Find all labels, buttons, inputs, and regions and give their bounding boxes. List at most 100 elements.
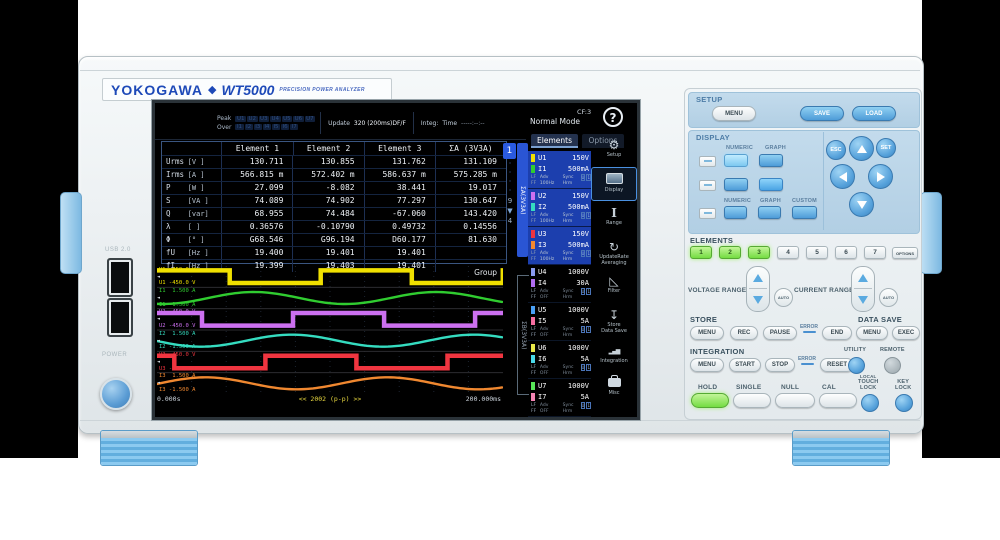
model-name: WT5000	[221, 81, 275, 98]
element-button-5[interactable]: 5	[806, 246, 828, 259]
setup-menu-button[interactable]: MENU	[712, 106, 756, 121]
save-button[interactable]: SAVE	[800, 106, 844, 121]
arrow-left-button[interactable]	[830, 164, 855, 189]
integration-menu-button[interactable]: MENU	[690, 358, 724, 372]
null-button[interactable]	[775, 393, 815, 408]
menu-item-range[interactable]: I Range	[591, 201, 637, 235]
data-save-exec-button[interactable]: EXEC	[892, 326, 920, 340]
display-numeric-button-2[interactable]	[724, 178, 748, 191]
measurement-value: 19.401	[292, 247, 363, 259]
channel-name: U4	[538, 267, 547, 276]
peak-over-indicators-i: I1 I2 I3 I4 I5 I6 I7	[235, 124, 315, 130]
element-button-4[interactable]: 4	[777, 246, 799, 259]
set-button[interactable]: SET	[876, 138, 896, 158]
power-button[interactable]	[100, 378, 132, 410]
menu-item-misc[interactable]: Misc	[591, 371, 637, 405]
tab-elements[interactable]: Elements	[531, 134, 578, 148]
integration-stop-button[interactable]: STOP	[765, 358, 795, 372]
arrow-down-button[interactable]	[849, 192, 874, 217]
page-indicator[interactable]: 1 · · · · 9 ▼ 4	[503, 143, 517, 273]
voltage-auto-button[interactable]: AUTO	[774, 288, 793, 307]
channel-name: U1	[538, 153, 547, 162]
voltage-range-rocker[interactable]	[746, 266, 770, 312]
channel-color-swatch	[531, 202, 535, 211]
display-graph-button-3[interactable]	[758, 206, 781, 219]
menu-item-filter[interactable]: ◺ Filter	[591, 269, 637, 303]
display-nav-divider	[823, 132, 824, 230]
setup-title: SETUP	[696, 95, 723, 104]
channel-group[interactable]: U2 150V I2 500mA LF FF Adv 100Hz Sync Hrm U 1	[528, 189, 591, 227]
display-graph-button-2[interactable]	[759, 178, 783, 191]
element-button-7[interactable]: 7	[864, 246, 886, 259]
measurement-value: 131.762	[363, 156, 435, 168]
load-button[interactable]: LOAD	[852, 106, 896, 121]
page-current[interactable]: 1	[503, 143, 516, 159]
display-graph-button-1[interactable]	[759, 154, 783, 167]
model-subtitle: PRECISION POWER ANALYZER	[279, 86, 365, 93]
hold-button[interactable]	[691, 393, 729, 408]
display-lamp-2	[699, 180, 716, 191]
element-button-1[interactable]: 1	[690, 246, 712, 259]
measurement-function: P	[166, 183, 171, 192]
measurement-unit: [W ]	[187, 184, 205, 192]
menu-item-updaterate[interactable]: ↻ UpdateRate Averaging	[591, 235, 637, 269]
element-button-2[interactable]: 2	[719, 246, 741, 259]
touch-lock-button[interactable]	[861, 394, 879, 412]
store-pause-button[interactable]: PAUSE	[763, 326, 797, 340]
measurement-value	[434, 260, 506, 272]
arrow-up-button[interactable]	[849, 136, 874, 161]
channel-group[interactable]: U1 150V I1 500mA LF FF Adv 100Hz Sync Hrm U 1	[528, 151, 591, 189]
tab-options[interactable]: Options	[582, 134, 624, 148]
current-auto-button[interactable]: AUTO	[879, 288, 898, 307]
arrow-right-button[interactable]	[868, 164, 893, 189]
help-icon[interactable]: ?	[603, 107, 623, 127]
right-handle-clip	[920, 192, 942, 274]
crest-factor-indicator: CF:3	[577, 108, 592, 116]
channel-range: 5A	[580, 316, 589, 325]
single-button[interactable]	[733, 393, 771, 408]
data-save-menu-button[interactable]: MENU	[856, 326, 888, 340]
menu-item-display[interactable]: Display	[591, 167, 637, 201]
page-down-icon[interactable]: ▼	[507, 207, 513, 215]
channel-group[interactable]: U6 1000V I6 5A LF FF Adv OFF Sync Hrm U 1	[528, 341, 591, 379]
menu-item-store[interactable]: ↧ Store Data Save	[591, 303, 637, 337]
store-menu-button[interactable]: MENU	[690, 326, 724, 340]
menu-item-integration[interactable]: ▂▄▆ Integration	[591, 337, 637, 371]
element-button-6[interactable]: 6	[835, 246, 857, 259]
display-numeric-button-1[interactable]	[724, 154, 748, 167]
voltage-channel-row: U7 1000V	[531, 380, 591, 391]
brand-diamond-icon: ◆	[208, 84, 217, 96]
store-rec-button[interactable]: REC	[730, 326, 758, 340]
channel-color-swatch	[531, 343, 535, 352]
channel-group[interactable]: U5 1000V I5 5A LF FF Adv OFF Sync Hrm U 1	[528, 303, 591, 341]
measurement-function: S	[166, 196, 171, 205]
current-channel-row: I2 500mA	[531, 201, 591, 212]
channel-list: U1 150V I1 500mA LF FF Adv 100Hz Sync Hrm U 1 U2 150V…	[528, 151, 591, 417]
integration-reset-button[interactable]: RESET	[820, 358, 854, 372]
integration-start-button[interactable]: START	[729, 358, 761, 372]
channel-group[interactable]: U7 1000V I7 5A LF FF Adv OFF Sync Hrm U 1	[528, 379, 591, 417]
utility-button[interactable]	[848, 357, 865, 374]
over-indicator: I1	[235, 124, 244, 130]
menu-item-setup[interactable]: ⚙ Setup	[591, 133, 637, 167]
channel-group[interactable]: U4 1000V I4 30A LF FF Adv OFF Sync Hrm U 1	[528, 265, 591, 303]
measurement-unit: [Hz ]	[187, 262, 209, 270]
cal-button[interactable]	[819, 393, 857, 408]
display-custom-button[interactable]	[792, 206, 817, 219]
channel-range: 150V	[572, 191, 589, 200]
store-end-button[interactable]: END	[822, 326, 852, 340]
channel-settings-row: LF FF Adv OFF Sync Hrm U 1	[531, 402, 591, 416]
measurement-function: fI	[166, 261, 176, 270]
esc-button[interactable]: ESC	[826, 140, 846, 160]
chassis-seam	[80, 420, 920, 421]
channel-name: I4	[538, 278, 547, 287]
display-numeric-button-3[interactable]	[724, 206, 747, 219]
options-button[interactable]: OPTIONS	[892, 247, 918, 259]
channel-group[interactable]: U3 150V I3 500mA LF FF Adv 100Hz Sync Hrm U 1	[528, 227, 591, 265]
current-range-rocker[interactable]	[851, 266, 875, 312]
channel-color-swatch	[531, 278, 535, 287]
key-lock-button[interactable]	[895, 394, 913, 412]
element-button-3[interactable]: 3	[748, 246, 770, 259]
